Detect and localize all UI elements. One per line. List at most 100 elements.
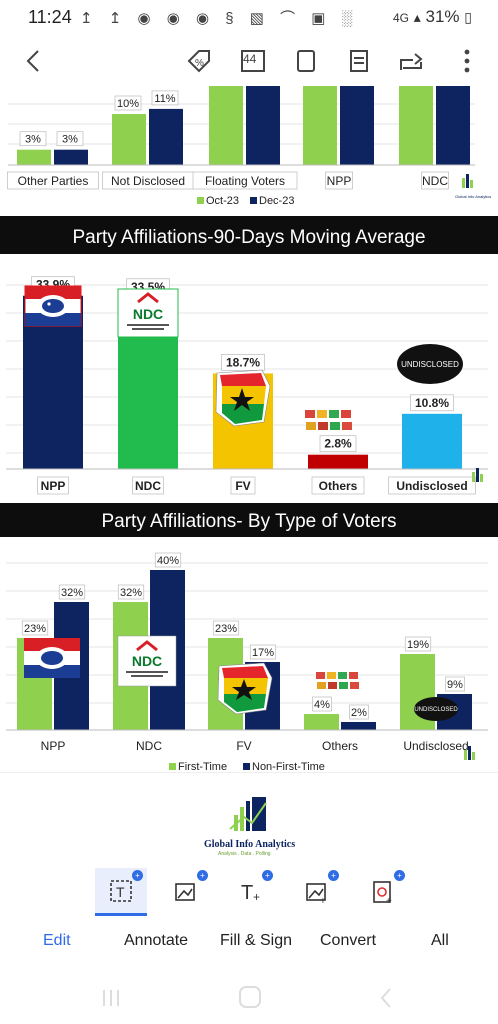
npp-logo-3: [24, 638, 80, 678]
data-label-box: [21, 620, 49, 636]
chart-top-cropped: 3% 3% 10% 11% Other Parties Not Disclosed Flo…: [7, 86, 491, 207]
bar-dec-3: [340, 86, 374, 165]
banner-2-bg: [0, 216, 498, 254]
legend-label-dec: Dec-23: [259, 195, 294, 207]
all-tools-icon[interactable]: + +: [357, 868, 409, 916]
svg-text:T: T: [116, 884, 125, 900]
back-icon[interactable]: [378, 987, 394, 1014]
data-label-oct-1: 10%: [117, 98, 139, 110]
category-label-box: [230, 476, 256, 495]
bar-oct-1: [112, 114, 146, 165]
annotate-tool-badge: +: [197, 870, 208, 881]
category-label-1: Not Disclosed: [111, 174, 185, 188]
category-label-box: [388, 476, 476, 495]
fill-sign-tool-badge: +: [262, 870, 273, 881]
back-arrow-icon[interactable]: [16, 44, 50, 78]
data-label-box: [56, 131, 84, 147]
percent-tag-icon[interactable]: %: [182, 44, 216, 78]
home-icon[interactable]: [238, 985, 262, 1014]
undisclosed-logo-3: UNDISCLOSED: [414, 697, 458, 721]
data-label-first-time-1: 32%: [120, 587, 142, 599]
data-label-box: [312, 696, 332, 712]
data-label-oct-0: 3%: [25, 134, 41, 146]
data-label-box: [349, 704, 369, 720]
bottom-tabs: Edit Annotate Fill & Sign Convert All: [0, 928, 498, 964]
ndc-logo-2: NDC: [117, 288, 179, 338]
all-tools-badge: +: [394, 870, 405, 881]
category-label-4: NDC: [422, 174, 448, 188]
data-label-non-first-time-4: 9%: [447, 679, 463, 691]
tab-fill-sign[interactable]: Fill & Sign: [220, 932, 293, 949]
convert-tool-icon[interactable]: + +: [291, 868, 343, 916]
data-label-box: [212, 620, 240, 636]
others-logos-3: [316, 672, 359, 689]
svg-text:%: %: [195, 58, 204, 69]
page-count-icon[interactable]: 44: [236, 44, 270, 78]
category-label-3: NPP: [327, 174, 352, 188]
data-label-non-first-time-1: 40%: [157, 555, 179, 567]
bar-oct-0: [17, 149, 51, 165]
others-logos-2: [305, 410, 352, 430]
tab-convert[interactable]: Convert: [320, 932, 377, 949]
banner-2-title: Party Affiliations-90-Days Moving Averag…: [72, 227, 425, 248]
tab-annotate[interactable]: Annotate: [124, 932, 189, 949]
ndc-logo-text-3: NDC: [132, 653, 162, 669]
data-label-box: [445, 676, 465, 692]
category-label-box: [132, 476, 164, 495]
signal-icon: ▴: [413, 9, 421, 25]
category-label-fv: FV: [235, 479, 250, 493]
category-label-others: Others: [319, 479, 358, 493]
data-label-others: 2.8%: [324, 437, 352, 451]
data-label-dec-1: 11%: [154, 93, 175, 105]
annotate-tool-icon[interactable]: +: [160, 868, 212, 916]
data-label-box: [410, 394, 454, 412]
category-label-2: Floating Voters: [205, 174, 285, 188]
category-label-undisclosed: Undisclosed: [396, 479, 467, 493]
bar-first-time-3: [304, 714, 339, 730]
data-label-first-time-2: 23%: [215, 623, 237, 635]
brand-mini-logo-3: [464, 746, 475, 760]
document-view[interactable]: 3% 3% 10% 11% Other Parties Not Disclosed Flo…: [0, 86, 498, 772]
convert-tool-badge: +: [328, 870, 339, 881]
bar-oct-4: [399, 86, 433, 165]
edit-tool-badge: +: [132, 870, 143, 881]
data-label-undisclosed: 10.8%: [415, 396, 449, 410]
notification-icons: ↥ ↥ ◉ ◉ ◉ § ▧ ⌒ ▣ ░: [80, 10, 359, 27]
data-label-box: [19, 131, 47, 147]
data-label-box: [154, 552, 182, 568]
data-label-box: [114, 95, 142, 111]
bar-oct-3: [303, 86, 337, 165]
category-label-npp: NPP: [41, 739, 66, 753]
chart3-legend: First-Time Non-First-Time: [169, 761, 325, 772]
category-label-npp: NPP: [41, 479, 66, 493]
pdf-toolbar: % 44: [0, 36, 498, 86]
category-label-0: Other Parties: [18, 174, 89, 188]
bar-others: [308, 454, 368, 469]
edit-tool-icon[interactable]: T +: [95, 868, 147, 916]
status-time: 11:24: [28, 7, 72, 27]
data-label-box: [319, 435, 357, 453]
bar-dec-4: [436, 86, 470, 165]
data-label-dec-0: 3%: [62, 134, 78, 146]
ndc-logo-text-2: NDC: [133, 306, 163, 322]
tab-edit[interactable]: Edit: [43, 932, 71, 949]
fill-sign-tool-icon[interactable]: T + +: [225, 868, 277, 916]
brand-logo-tagline: Analysis . Data . Polling: [218, 851, 271, 857]
battery-icon: ▯: [464, 9, 472, 25]
tab-all[interactable]: All: [431, 932, 449, 949]
system-nav-bar: [0, 975, 498, 1024]
svg-text:Global Info Analytics: Global Info Analytics: [455, 194, 491, 199]
reader-icon[interactable]: [342, 44, 376, 78]
crop-icon[interactable]: [289, 44, 323, 78]
legend-swatch-dec: [250, 197, 257, 204]
banner-3-title: Party Affiliations- By Type of Voters: [101, 511, 396, 532]
data-label-fv: 18.7%: [226, 355, 260, 369]
bar-oct-2: [209, 86, 243, 165]
category-label-box: [37, 476, 69, 495]
more-icon[interactable]: [450, 44, 484, 78]
recents-icon[interactable]: [100, 987, 122, 1014]
share-icon[interactable]: [394, 44, 428, 78]
brand-mini-logo-2: [472, 468, 483, 482]
battery-label: 31%: [425, 7, 460, 26]
svg-text:T: T: [241, 882, 253, 904]
